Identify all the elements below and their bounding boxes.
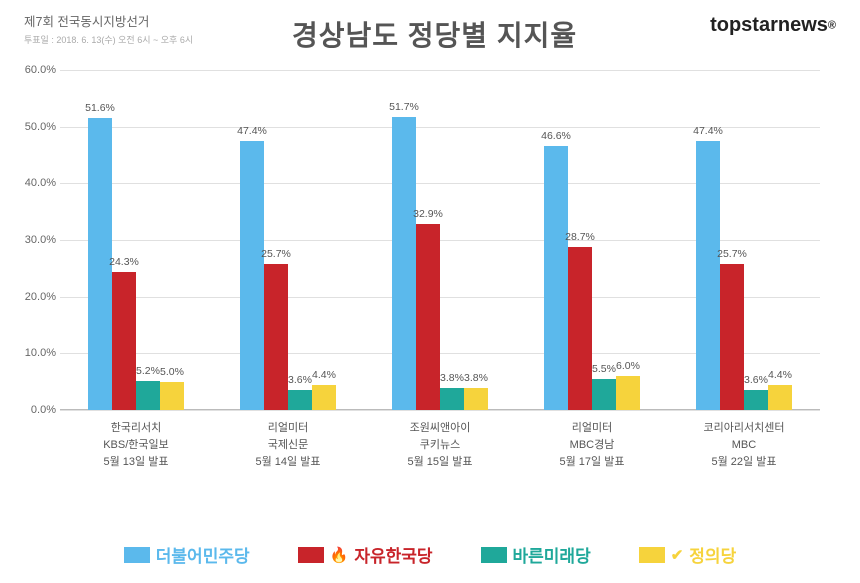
bar: 47.4% bbox=[240, 141, 264, 410]
x-group-label: 한국리서치KBS/한국일보5월 13일 발표 bbox=[60, 414, 212, 470]
y-tick: 20.0% bbox=[25, 291, 56, 303]
election-subtitle: 투표일 : 2018. 6. 13(수) 오전 6시 ~ 오후 6시 bbox=[24, 34, 193, 47]
bar-value-label: 4.4% bbox=[312, 369, 336, 381]
election-title: 제7회 전국동시지방선거 bbox=[24, 14, 193, 32]
bar-value-label: 3.8% bbox=[464, 372, 488, 384]
bar: 5.2% bbox=[136, 381, 160, 410]
bar: 25.7% bbox=[264, 264, 288, 410]
bar-value-label: 46.6% bbox=[541, 130, 571, 142]
chart-area: 0.0%10.0%20.0%30.0%40.0%50.0%60.0% 51.6%… bbox=[60, 70, 820, 470]
legend-label: 더불어민주당 bbox=[156, 542, 250, 567]
legend-label: 정의당 bbox=[689, 542, 736, 567]
bar-value-label: 3.6% bbox=[744, 374, 768, 386]
bar-value-label: 3.8% bbox=[440, 372, 464, 384]
x-group-label: 조원씨앤아이쿠키뉴스5월 15일 발표 bbox=[364, 414, 516, 470]
legend-label: 바른미래당 bbox=[513, 542, 591, 567]
x-group-label: 코리아리서치센터MBC5월 22일 발표 bbox=[668, 414, 820, 470]
chart-container: 제7회 전국동시지방선거 투표일 : 2018. 6. 13(수) 오전 6시 … bbox=[0, 0, 860, 583]
bar-value-label: 3.6% bbox=[288, 374, 312, 386]
legend-swatch bbox=[298, 547, 324, 563]
y-tick: 0.0% bbox=[31, 404, 56, 416]
bar-value-label: 5.0% bbox=[160, 366, 184, 378]
legend-swatch bbox=[481, 547, 507, 563]
bar-group: 51.7%32.9%3.8%3.8% bbox=[364, 70, 516, 410]
bar-value-label: 47.4% bbox=[693, 125, 723, 137]
bar: 3.6% bbox=[744, 390, 768, 410]
header-left: 제7회 전국동시지방선거 투표일 : 2018. 6. 13(수) 오전 6시 … bbox=[24, 14, 193, 46]
legend-item: 더불어민주당 bbox=[124, 542, 250, 567]
bar-value-label: 47.4% bbox=[237, 125, 267, 137]
bar-group: 51.6%24.3%5.2%5.0% bbox=[60, 70, 212, 410]
y-tick: 30.0% bbox=[25, 234, 56, 246]
bar: 25.7% bbox=[720, 264, 744, 410]
bar: 3.6% bbox=[288, 390, 312, 410]
bar-value-label: 25.7% bbox=[717, 248, 747, 260]
legend-item: 바른미래당 bbox=[481, 542, 591, 567]
bar-group: 47.4%25.7%3.6%4.4% bbox=[668, 70, 820, 410]
bar: 5.0% bbox=[160, 382, 184, 410]
bar: 51.7% bbox=[392, 117, 416, 410]
legend-swatch bbox=[639, 547, 665, 563]
bar: 28.7% bbox=[568, 247, 592, 410]
bar-value-label: 51.7% bbox=[389, 101, 419, 113]
bar-value-label: 6.0% bbox=[616, 360, 640, 372]
y-tick: 50.0% bbox=[25, 121, 56, 133]
bar: 46.6% bbox=[544, 146, 568, 410]
bar-value-label: 25.7% bbox=[261, 248, 291, 260]
bar: 5.5% bbox=[592, 379, 616, 410]
bar-value-label: 32.9% bbox=[413, 208, 443, 220]
legend-swatch bbox=[124, 547, 150, 563]
y-axis: 0.0%10.0%20.0%30.0%40.0%50.0%60.0% bbox=[10, 70, 60, 410]
bar: 3.8% bbox=[464, 388, 488, 410]
bar-group: 47.4%25.7%3.6%4.4% bbox=[212, 70, 364, 410]
header: 제7회 전국동시지방선거 투표일 : 2018. 6. 13(수) 오전 6시 … bbox=[0, 0, 860, 54]
x-axis-labels: 한국리서치KBS/한국일보5월 13일 발표리얼미터국제신문5월 14일 발표조… bbox=[60, 414, 820, 470]
bar: 3.8% bbox=[440, 388, 464, 410]
x-group-label: 리얼미터MBC경남5월 17일 발표 bbox=[516, 414, 668, 470]
bar-value-label: 24.3% bbox=[109, 256, 139, 268]
gridline bbox=[60, 410, 820, 411]
bar-value-label: 5.5% bbox=[592, 363, 616, 375]
bar: 4.4% bbox=[768, 385, 792, 410]
legend-item: ✔ 정의당 bbox=[639, 542, 737, 567]
legend-icon: 🔥 bbox=[330, 546, 349, 564]
bar: 24.3% bbox=[112, 272, 136, 410]
brand-logo: topstarnews® bbox=[676, 14, 836, 37]
legend-icon: ✔ bbox=[671, 546, 684, 564]
bar-group: 46.6%28.7%5.5%6.0% bbox=[516, 70, 668, 410]
chart-title: 경상남도 정당별 지지율 bbox=[193, 14, 676, 54]
y-tick: 40.0% bbox=[25, 177, 56, 189]
bar: 6.0% bbox=[616, 376, 640, 410]
legend-label: 자유한국당 bbox=[354, 542, 432, 567]
bar-value-label: 4.4% bbox=[768, 369, 792, 381]
legend-item: 🔥 자유한국당 bbox=[298, 542, 433, 567]
bar-value-label: 51.6% bbox=[85, 102, 115, 114]
x-group-label: 리얼미터국제신문5월 14일 발표 bbox=[212, 414, 364, 470]
bar-value-label: 5.2% bbox=[136, 365, 160, 377]
bar-value-label: 28.7% bbox=[565, 231, 595, 243]
y-tick: 60.0% bbox=[25, 64, 56, 76]
legend: 더불어민주당 🔥 자유한국당 바른미래당 ✔ 정의당 bbox=[0, 542, 860, 567]
bar: 32.9% bbox=[416, 224, 440, 410]
y-tick: 10.0% bbox=[25, 347, 56, 359]
bar: 4.4% bbox=[312, 385, 336, 410]
bar: 47.4% bbox=[696, 141, 720, 410]
plot-area: 51.6%24.3%5.2%5.0%47.4%25.7%3.6%4.4%51.7… bbox=[60, 70, 820, 410]
